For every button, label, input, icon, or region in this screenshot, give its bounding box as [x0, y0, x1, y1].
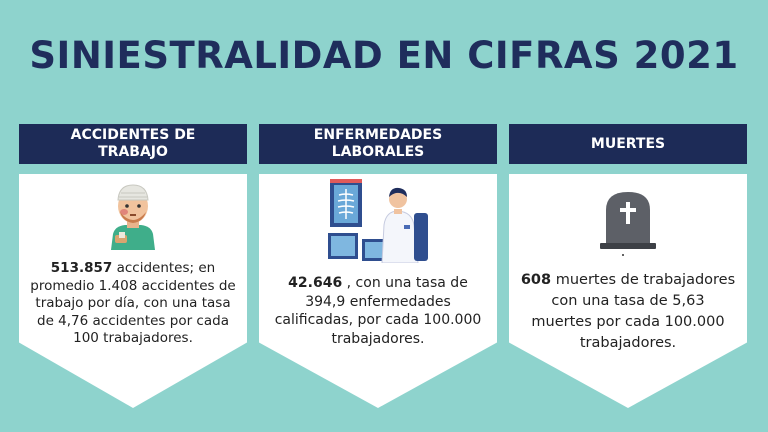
deaths-text: muertes de trabajadores con una tasa de …: [531, 272, 736, 351]
card-deaths: 608 muertes de trabajadores con una tasa…: [509, 174, 747, 408]
column-diseases: ENFERMEDADES LABORALES: [259, 124, 497, 408]
diseases-value: 42.646: [288, 275, 343, 291]
accidents-value: 513.857: [50, 260, 113, 276]
doctor-xray-icon: [259, 179, 497, 263]
card-accidents: 513.857 accidentes; en promedio 1.408 ac…: [19, 174, 247, 408]
header-line-1: ACCIDENTES DE: [70, 127, 196, 143]
diseases-description: 42.646 , con una tasa de 394,9 enfermeda…: [269, 274, 487, 348]
deaths-value: 608: [520, 272, 552, 288]
column-header-accidents: ACCIDENTES DE TRABAJO: [19, 124, 247, 164]
diseases-text: , con una tasa de 394,9 enfermedades cal…: [274, 275, 482, 347]
header-line-1: MUERTES: [590, 135, 666, 152]
card-diseases: 42.646 , con una tasa de 394,9 enfermeda…: [259, 174, 497, 408]
tombstone-icon: [509, 188, 747, 252]
accidents-text: accidentes; en promedio 1.408 accidentes…: [30, 260, 236, 346]
injured-worker-icon: [19, 180, 247, 250]
header-line-1: ENFERMEDADES: [313, 127, 443, 143]
header-line-2: TRABAJO: [98, 144, 168, 160]
header-line-2: LABORALES: [331, 144, 425, 160]
column-deaths: MUERTES 608 muertes de trabajadores con …: [509, 124, 747, 408]
accidents-description: 513.857 accidentes; en promedio 1.408 ac…: [29, 260, 237, 348]
column-accidents: ACCIDENTES DE TRABAJO: [19, 124, 247, 408]
deaths-description: 608 muertes de trabajadores con una tasa…: [519, 270, 737, 354]
column-header-diseases: ENFERMEDADES LABORALES: [259, 124, 497, 164]
column-header-deaths: MUERTES: [509, 124, 747, 164]
decorative-dot: [622, 254, 624, 256]
page-title: SINIESTRALIDAD EN CIFRAS 2021: [29, 34, 739, 77]
